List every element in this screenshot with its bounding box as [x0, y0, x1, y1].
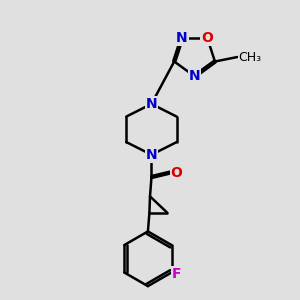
Text: O: O [201, 31, 213, 45]
Text: N: N [189, 69, 200, 83]
Text: F: F [172, 267, 182, 281]
Text: N: N [146, 148, 157, 162]
Text: N: N [146, 97, 157, 111]
Text: O: O [170, 166, 182, 180]
Text: CH₃: CH₃ [239, 50, 262, 64]
Text: N: N [176, 31, 188, 45]
